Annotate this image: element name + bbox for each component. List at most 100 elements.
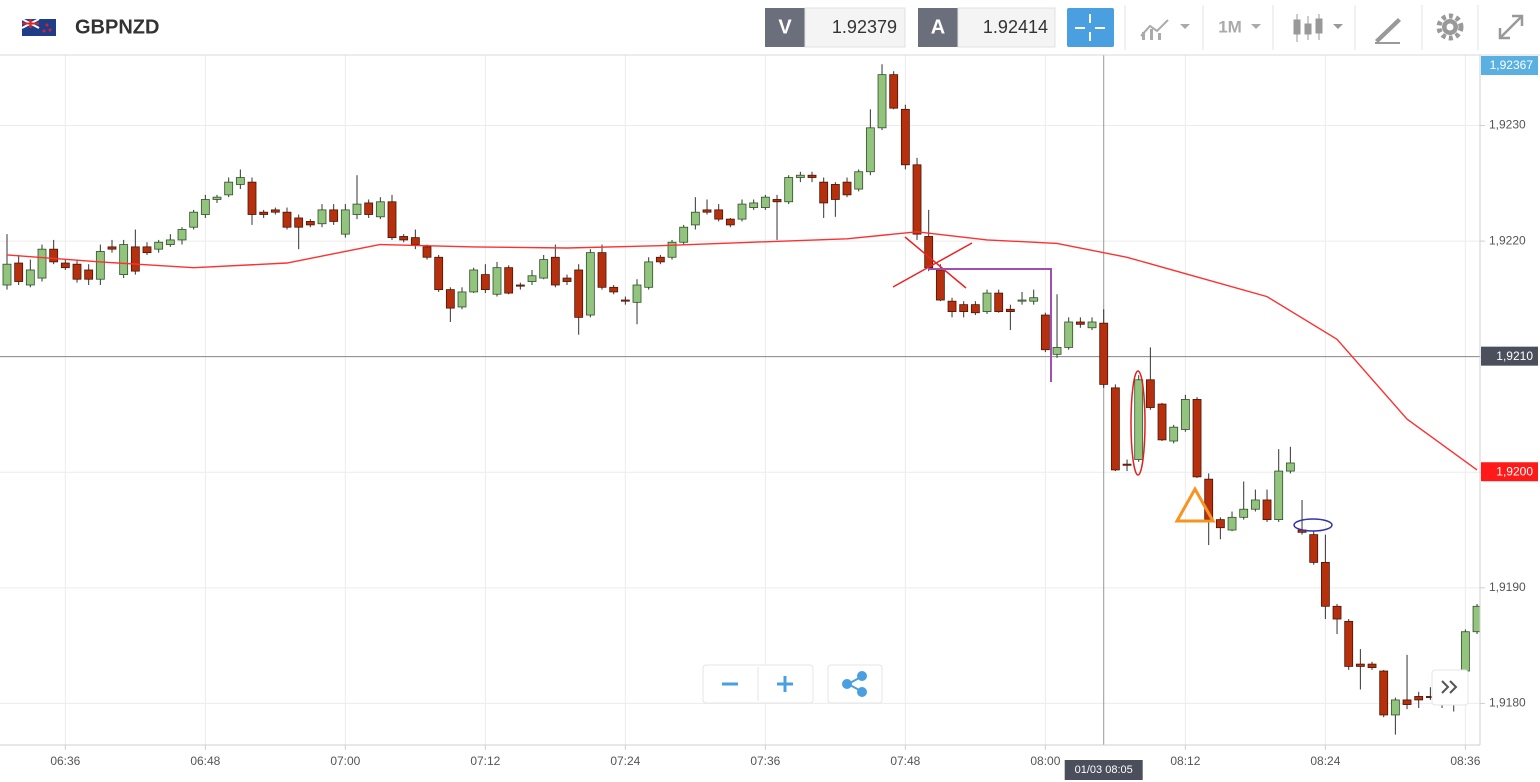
settings-button[interactable] [1436, 13, 1464, 41]
fullscreen-button[interactable] [1498, 14, 1524, 40]
bid-button[interactable] [765, 8, 805, 47]
price-badge [1481, 56, 1538, 75]
timeframe[interactable]: 1M [1218, 17, 1242, 36]
x-tick-label: 07:48 [890, 754, 920, 768]
candle-body [714, 209, 724, 220]
candle-body [1332, 605, 1342, 620]
candle-body [550, 256, 560, 286]
candle-body [854, 171, 864, 190]
candle-body [667, 241, 677, 258]
ask-label: A [931, 16, 945, 38]
candle-body [504, 267, 514, 294]
candle-body [772, 199, 782, 203]
candle-body [737, 203, 747, 220]
ask-button[interactable] [918, 8, 958, 47]
price-badge [1481, 346, 1538, 366]
candle-body [189, 211, 199, 228]
candle-body [1239, 508, 1249, 518]
candle-body [434, 256, 444, 291]
candle-body [1134, 379, 1144, 460]
candle-body [1157, 403, 1167, 441]
candle-body [655, 256, 665, 263]
candle-body [1367, 663, 1377, 668]
candle-body [375, 201, 385, 218]
candle-body [784, 177, 794, 203]
moving-average [6, 231, 1478, 471]
candle-body [130, 246, 140, 272]
share-icon [842, 671, 867, 697]
candle-body [749, 202, 759, 208]
x-tick-label: 08:00 [1030, 754, 1060, 768]
crosshair-button[interactable] [1067, 8, 1114, 47]
candle-body [574, 269, 584, 318]
x-tick-label: 07:00 [330, 754, 360, 768]
candle-body [14, 262, 24, 282]
candle-body [317, 209, 327, 225]
candle-body [1460, 631, 1470, 672]
candle-body [1309, 534, 1319, 563]
candle-body [620, 299, 630, 302]
x-tick-label: 06:36 [50, 754, 80, 768]
chart-type-button[interactable] [1140, 19, 1190, 40]
zoom-in-button[interactable] [777, 676, 793, 692]
candle-body [702, 209, 712, 213]
scroll-right-button[interactable] [1431, 669, 1469, 706]
x-tick-label: 07:12 [470, 754, 500, 768]
candle-body [947, 300, 957, 312]
candle-body [1110, 387, 1120, 471]
candle-body [469, 269, 479, 293]
candle-body [1029, 297, 1039, 302]
candle-body [1040, 314, 1050, 351]
candle-body [679, 226, 689, 243]
x-tick-label: 08:24 [1310, 754, 1340, 768]
candle-body [1355, 663, 1365, 667]
symbol: GBPNZD [75, 16, 159, 38]
candle-body [142, 246, 152, 254]
candle-body [1215, 519, 1225, 529]
candle-body [352, 203, 362, 215]
candle-body [1285, 462, 1295, 472]
drawing-tool-button[interactable] [1375, 18, 1401, 44]
share-button[interactable] [827, 664, 883, 704]
price-axis [1480, 55, 1540, 745]
drawing-triangle [1174, 485, 1216, 523]
y-tick-label: 1,9220 [1489, 233, 1526, 247]
drawing-cross [892, 242, 973, 288]
candle-body [1402, 699, 1412, 705]
candle-body [807, 174, 817, 178]
x-tick-label: 08:36 [1450, 754, 1480, 768]
candle-body [410, 237, 420, 245]
candle-body [795, 174, 805, 178]
candle-body [959, 304, 969, 312]
y-tick-label: 1,9180 [1489, 696, 1526, 710]
candle-body [527, 275, 537, 282]
candle-body [270, 209, 280, 213]
flag [21, 18, 56, 36]
drawings [892, 236, 1333, 532]
candle-body [1180, 399, 1190, 430]
candle-body [422, 246, 432, 258]
candle-body [865, 127, 875, 173]
candle-body [259, 211, 269, 215]
candle-body [562, 277, 572, 282]
crosshair-time-box [1064, 760, 1143, 780]
candle-style-button[interactable] [1293, 14, 1343, 42]
candle-body [1250, 499, 1260, 510]
candle-body [842, 181, 852, 196]
candle-body [247, 181, 257, 215]
ask-value: 1.92414 [983, 17, 1048, 37]
candle-body [1122, 463, 1132, 466]
ask-box [957, 7, 1056, 48]
drawing-ellipse [1130, 370, 1146, 476]
candle-body [760, 196, 770, 208]
candle-body [1379, 670, 1389, 716]
candle-body [329, 209, 339, 222]
candle-body [585, 252, 595, 316]
candle-body [1344, 620, 1354, 667]
candle-body [154, 241, 164, 250]
crosshair-time-label: 01/03 08:05 [1075, 764, 1133, 776]
candle-body [924, 236, 934, 269]
candle-body [1390, 699, 1400, 716]
candle-body [49, 248, 59, 263]
